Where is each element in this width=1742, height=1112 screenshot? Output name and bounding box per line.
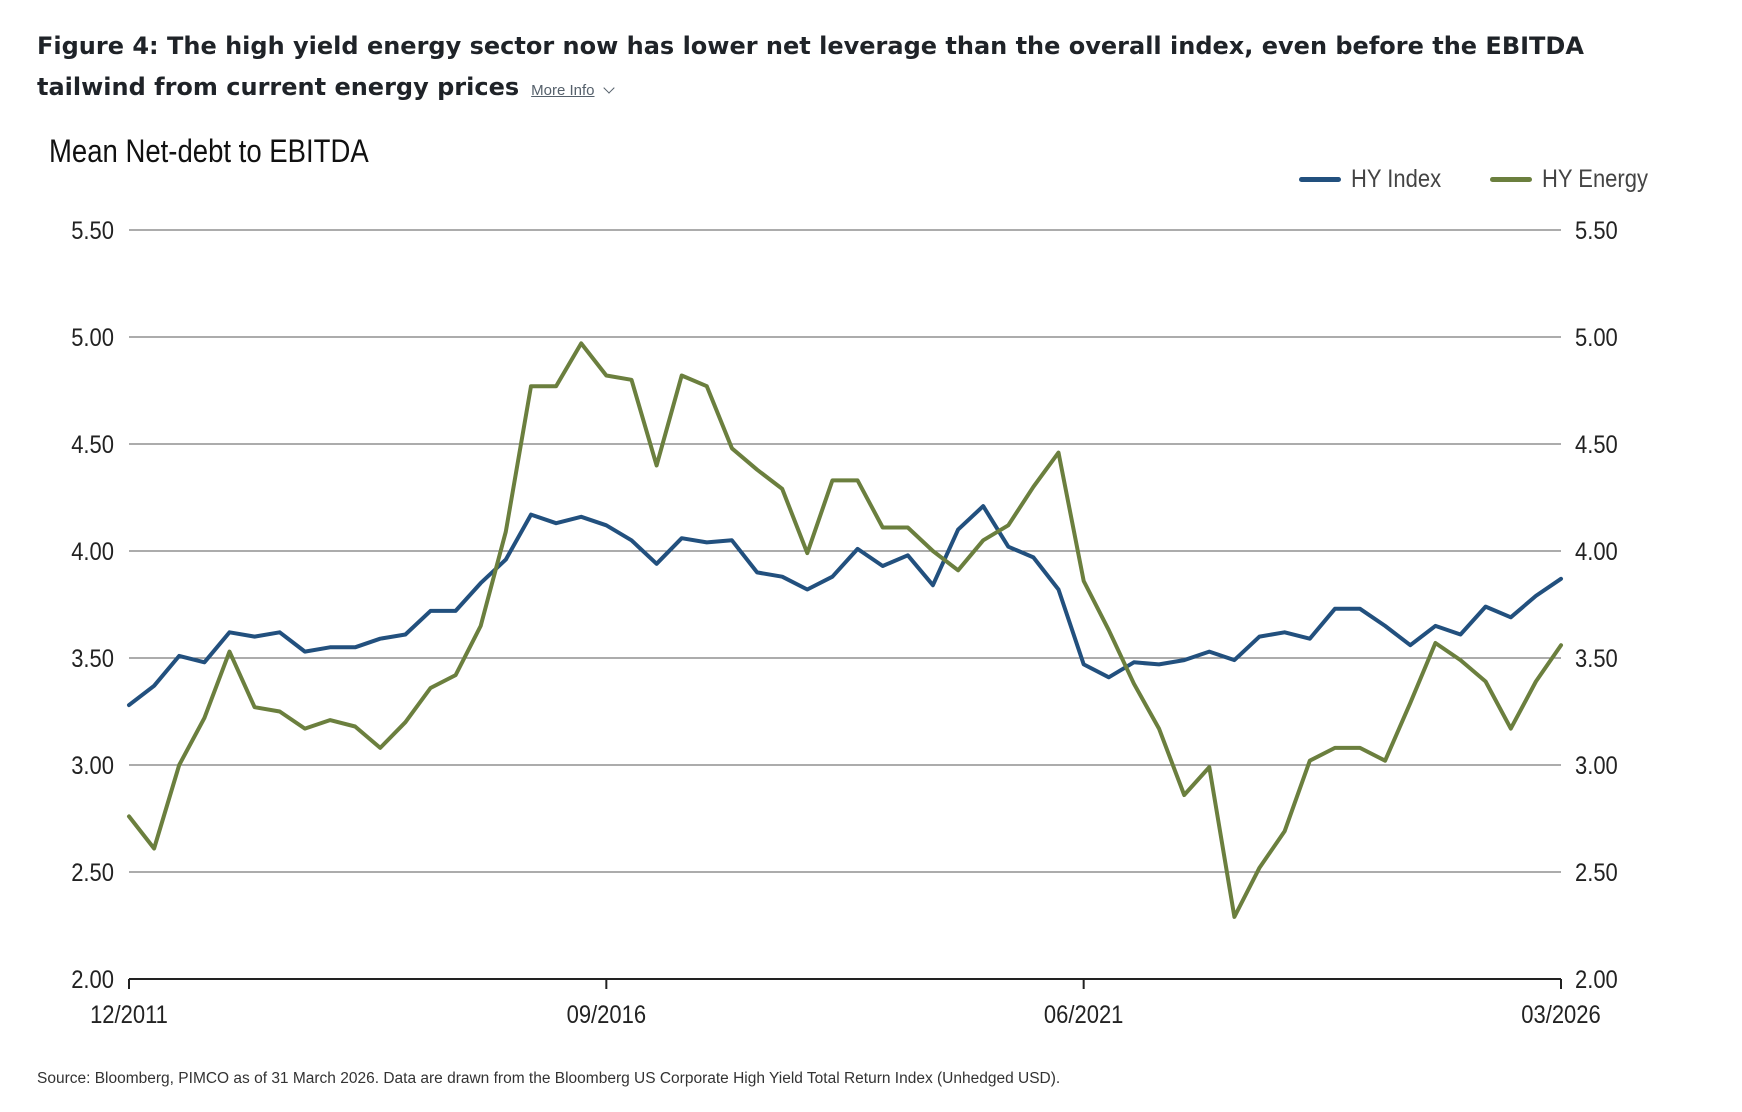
chart-legend: HY Index HY Energy xyxy=(1299,165,1662,194)
y-tick-label-right: 3.00 xyxy=(1575,752,1618,780)
y-tick-label-left: 4.00 xyxy=(71,538,114,566)
y-tick-label-right: 2.50 xyxy=(1575,859,1618,887)
y-tick-label-left: 4.50 xyxy=(71,431,114,459)
y-tick-label-right: 4.50 xyxy=(1575,431,1618,459)
x-tick-label: 06/2021 xyxy=(1044,1001,1123,1029)
hy-index-line xyxy=(127,504,1563,708)
legend-item-hy-index: HY Index xyxy=(1299,165,1453,194)
figure-title-text: Figure 4: The high yield energy sector n… xyxy=(37,32,1584,101)
y-tick-label-left: 3.00 xyxy=(71,752,114,780)
y-tick-label-right: 3.50 xyxy=(1575,645,1618,673)
y-tick-label-left: 3.50 xyxy=(71,645,114,673)
legend-label-hy-energy: HY Energy xyxy=(1541,165,1648,193)
source-note: Source: Bloomberg, PIMCO as of 31 March … xyxy=(37,1070,1061,1087)
chart-title: Mean Net-debt to EBITDA xyxy=(49,133,369,169)
y-tick-label-right: 5.50 xyxy=(1575,217,1618,245)
figure-title: Figure 4: The high yield energy sector n… xyxy=(37,26,1677,111)
x-tick-label: 09/2016 xyxy=(567,1001,646,1029)
legend-swatch-hy-energy xyxy=(1489,177,1532,182)
more-info-label: More Info xyxy=(531,82,595,99)
y-tick-label-left: 2.50 xyxy=(71,859,114,887)
legend-swatch-hy-index xyxy=(1299,177,1342,182)
y-tick-label-right: 4.00 xyxy=(1575,538,1618,566)
y-tick-label-left: 5.00 xyxy=(71,324,114,352)
legend-label-hy-index: HY Index xyxy=(1351,165,1442,193)
y-tick-label-right: 2.00 xyxy=(1575,966,1618,994)
y-tick-label-right: 5.00 xyxy=(1575,324,1618,352)
x-tick-label: 12/2011 xyxy=(90,1001,168,1029)
y-tick-label-left: 2.00 xyxy=(71,966,114,994)
more-info-link[interactable]: More Info xyxy=(531,82,615,99)
y-tick-label-left: 5.50 xyxy=(71,217,114,245)
legend-item-hy-energy: HY Energy xyxy=(1489,165,1662,194)
hy-energy-line xyxy=(127,341,1563,919)
x-tick-label: 03/2026 xyxy=(1521,1001,1600,1029)
